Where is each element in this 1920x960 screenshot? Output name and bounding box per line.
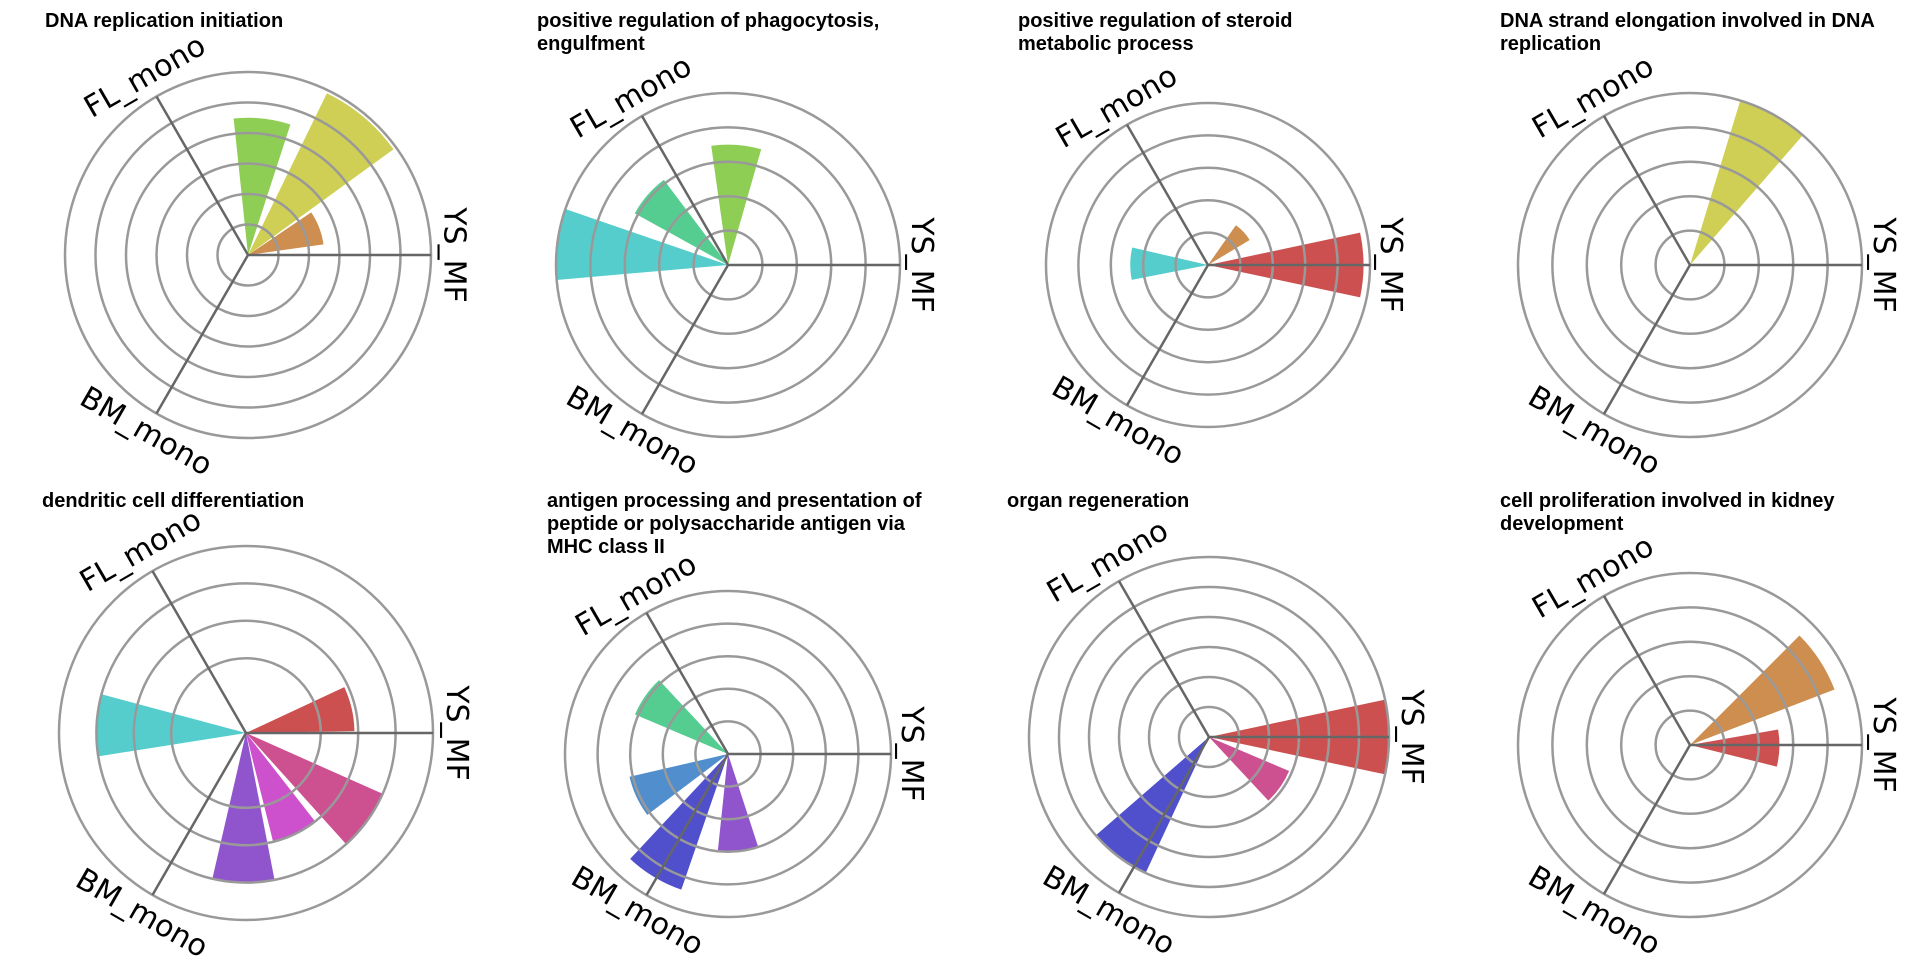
- chart-title: antigen processing and presentation of p…: [547, 490, 922, 559]
- chart-title-line: DNA replication initiation: [45, 10, 284, 32]
- axis-spoke: [1602, 264, 1692, 415]
- chart-title-line: DNA strand elongation involved in DNA: [1500, 10, 1875, 32]
- axis-spoke: [1602, 595, 1692, 746]
- axis-label: YS_MF: [1866, 216, 1901, 313]
- axis-label: YS_MF: [439, 684, 474, 781]
- radial-bar: [1208, 225, 1250, 265]
- axis-spoke: [151, 570, 248, 734]
- radial-bar: [630, 754, 728, 890]
- radial-bar: [629, 754, 728, 815]
- axis-spoke: [640, 264, 730, 415]
- chart-title-line: dendritic cell differentiation: [42, 490, 305, 512]
- axis-spoke: [645, 612, 730, 755]
- axis-label: FL_mono: [569, 546, 702, 643]
- axis-spoke: [1602, 744, 1692, 895]
- axis-label: YS_MF: [1394, 688, 1429, 785]
- axis-label: FL_mono: [564, 49, 697, 146]
- axis-spoke: [1125, 264, 1210, 406]
- radial-bar: [1690, 100, 1803, 266]
- radial-bar: [1690, 635, 1835, 745]
- radial-bar: [1095, 737, 1209, 873]
- radial-bar: [246, 733, 383, 845]
- axis-label: YS_MF: [1866, 696, 1901, 793]
- radial-bar: [634, 680, 728, 754]
- axis-label: BM_mono: [565, 859, 709, 960]
- axis-label: FL_mono: [78, 28, 211, 125]
- axis-spoke: [1117, 736, 1211, 894]
- chart-title-line: positive regulation of phagocytosis,: [537, 10, 880, 32]
- chart-title: DNA replication initiation: [45, 10, 283, 33]
- radial-bar: [634, 179, 728, 265]
- radial-chart: YS_MF FL_mono BM_mono: [563, 546, 929, 960]
- chart-title-line: replication: [1500, 33, 1602, 55]
- axis-spoke: [1602, 115, 1692, 266]
- chart-title: DNA strand elongation involved in DNA re…: [1500, 10, 1875, 56]
- chart-title-line: engulfment: [537, 33, 645, 55]
- axis-spoke: [1125, 124, 1210, 266]
- axis-spoke: [640, 115, 730, 266]
- axis-label: YS_MF: [1373, 216, 1408, 313]
- axis-spoke: [645, 753, 730, 896]
- chart-title-line: metabolic process: [1018, 33, 1194, 55]
- chart-title-line: MHC class II: [547, 536, 665, 558]
- chart-title-line: organ regeneration: [1007, 490, 1190, 512]
- axis-label: YS_MF: [904, 216, 939, 313]
- chart-title: dendritic cell differentiation: [42, 490, 304, 513]
- axis-spoke: [1117, 580, 1211, 738]
- radial-bar: [246, 733, 316, 842]
- radial-bar: [248, 93, 394, 255]
- axis-spoke: [155, 254, 250, 415]
- chart-title-line: development: [1500, 513, 1624, 535]
- chart-title: cell proliferation involved in kidney de…: [1500, 490, 1835, 536]
- radial-bar: [233, 117, 291, 255]
- axis-label: YS_MF: [894, 705, 929, 802]
- chart-title-line: positive regulation of steroid: [1018, 10, 1293, 32]
- axis-spoke: [151, 732, 248, 896]
- chart-title-line: antigen processing and presentation of: [547, 490, 922, 512]
- chart-title-line: peptide or polysaccharide antigen via: [547, 513, 905, 535]
- radial-bar: [246, 687, 355, 733]
- radial-bar: [248, 212, 324, 255]
- radial-bar: [717, 754, 759, 852]
- axis-label: FL_mono: [1526, 529, 1659, 626]
- chart-title: organ regeneration: [1007, 490, 1189, 513]
- chart-title-line: cell proliferation involved in kidney: [1500, 490, 1835, 512]
- axis-spoke: [155, 95, 250, 256]
- axis-label: FL_mono: [1041, 513, 1174, 610]
- radial-bar: [555, 209, 728, 280]
- radial-bar: [1209, 737, 1290, 801]
- axis-label: FL_mono: [1050, 58, 1183, 155]
- radial-bar: [1130, 247, 1208, 280]
- chart-title: positive regulation of steroid metabolic…: [1018, 10, 1292, 56]
- axis-label: FL_mono: [74, 502, 207, 599]
- axis-label: YS_MF: [436, 206, 471, 303]
- axis-label: FL_mono: [1526, 49, 1659, 146]
- chart-title: positive regulation of phagocytosis, eng…: [537, 10, 879, 56]
- radial-bar: [711, 144, 762, 265]
